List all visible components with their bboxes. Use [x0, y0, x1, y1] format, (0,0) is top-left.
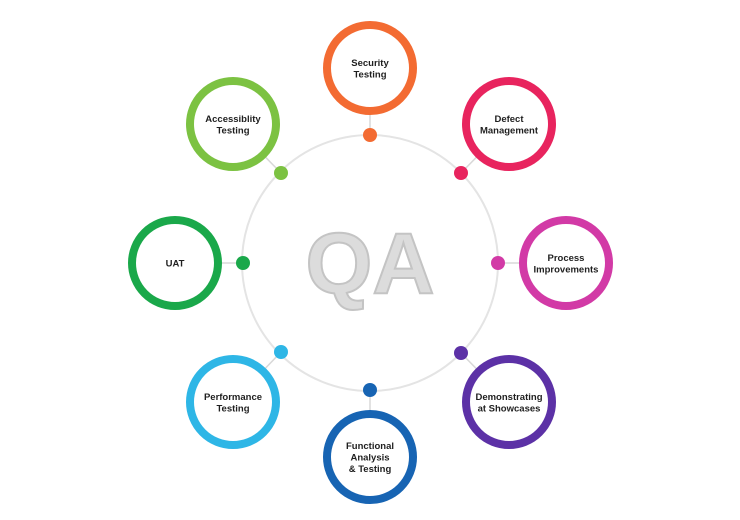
node-label-line: Security [351, 58, 389, 69]
node-circle [462, 77, 556, 171]
node-label: Performance Testing [204, 392, 262, 415]
node-label-line: Demonstrating [475, 392, 542, 403]
ring-dot [274, 345, 288, 359]
node-circle [519, 216, 613, 310]
node-demonstrating-at-showcases: Demonstrating at Showcases [454, 346, 556, 449]
node-label-line: Testing [216, 125, 249, 136]
node-label: Demonstrating at Showcases [475, 392, 542, 415]
connector-line [265, 157, 277, 169]
node-label: Security Testing [351, 58, 389, 81]
node-circle [323, 410, 417, 504]
node-label: UAT [166, 259, 185, 270]
node-label-line: Process [548, 253, 585, 264]
node-security-testing: Security Testing [323, 21, 417, 142]
node-accessiblity-testing: Accessiblity Testing [186, 77, 288, 180]
node-functional-analysis-testing: Functional Analysis & Testing [323, 383, 417, 504]
node-label: Accessiblity Testing [205, 114, 261, 137]
ring-dot [454, 346, 468, 360]
node-circle [462, 355, 556, 449]
node-label: Defect Management [480, 114, 539, 137]
node-uat: UAT [128, 216, 250, 310]
ring-dot [491, 256, 505, 270]
node-label-line: Testing [353, 69, 386, 80]
node-label-line: at Showcases [478, 403, 541, 414]
connector-line [465, 357, 477, 369]
ring-dot [363, 128, 377, 142]
node-label: Functional Analysis & Testing [346, 441, 394, 475]
ring-dot [454, 166, 468, 180]
center-title: QA [306, 216, 435, 312]
node-label-line: Improvements [534, 264, 599, 275]
node-circle [186, 355, 280, 449]
node-label-line: Testing [216, 403, 249, 414]
node-label-line: UAT [166, 259, 185, 270]
node-label-line: Performance [204, 392, 262, 403]
connector-line [465, 157, 477, 169]
node-label: Process Improvements [534, 253, 599, 276]
node-performance-testing: Performance Testing [186, 345, 288, 449]
node-label-line: Accessiblity [205, 114, 261, 125]
node-process-improvements: Process Improvements [491, 216, 613, 310]
node-label-line: Management [480, 125, 539, 136]
node-circle [323, 21, 417, 115]
ring-dot [236, 256, 250, 270]
ring-dot [274, 166, 288, 180]
ring-dot [363, 383, 377, 397]
node-circle [186, 77, 280, 171]
node-label-line: Analysis [350, 453, 389, 464]
node-label-line: Functional [346, 441, 394, 452]
node-defect-management: Defect Management [454, 77, 556, 180]
node-circle [128, 216, 222, 310]
node-label-line: Defect [494, 114, 524, 125]
node-label-line: & Testing [349, 464, 392, 475]
connector-line [265, 356, 277, 369]
